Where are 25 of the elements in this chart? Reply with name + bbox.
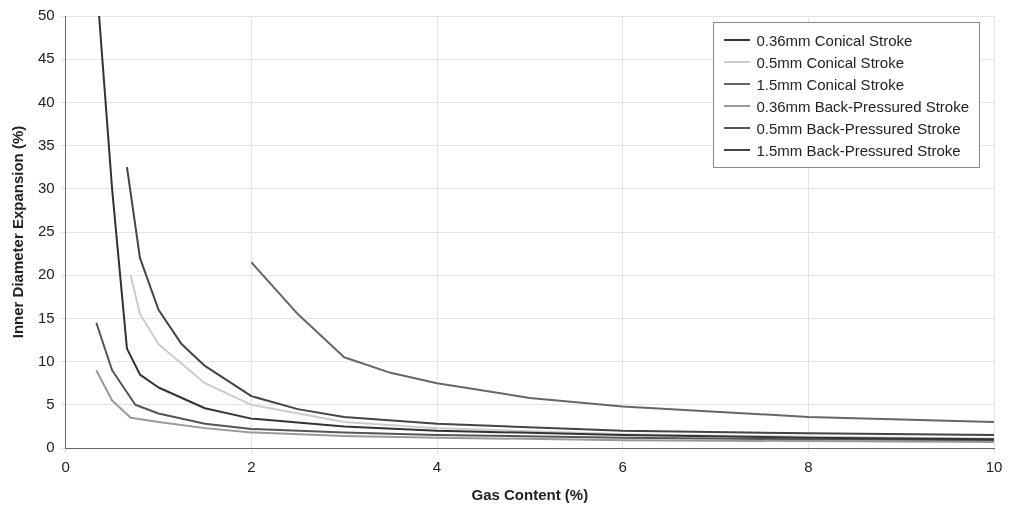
y-tick-label: 20 [38, 265, 55, 283]
legend-label: 0.5mm Conical Stroke [756, 53, 904, 71]
x-tick-label: 8 [804, 458, 813, 476]
x-tick-label: 2 [247, 458, 256, 476]
legend-label: 0.36mm Back-Pressured Stroke [756, 97, 969, 115]
legend-label: 0.5mm Back-Pressured Stroke [756, 119, 961, 137]
x-tick-label: 6 [618, 458, 627, 476]
y-tick-label: 35 [38, 135, 55, 153]
y-tick-label: 30 [38, 178, 55, 196]
x-tick-label: 4 [432, 458, 442, 476]
y-tick-label: 15 [38, 308, 55, 326]
legend-label: 1.5mm Back-Pressured Stroke [756, 141, 961, 159]
y-tick-label: 50 [38, 6, 55, 24]
y-axis-title: Inner Diameter Expansion (%) [9, 125, 27, 339]
x-axis-title: Gas Content (%) [471, 486, 589, 504]
y-tick-label: 25 [38, 222, 55, 240]
y-tick-label: 40 [38, 92, 55, 110]
y-tick-label: 10 [38, 351, 55, 369]
x-tick-label: 0 [61, 458, 70, 476]
legend-label: 0.36mm Conical Stroke [756, 31, 913, 49]
legend-label: 1.5mm Conical Stroke [756, 75, 904, 93]
y-tick-label: 5 [46, 394, 55, 412]
x-tick-label: 10 [985, 458, 1003, 476]
y-tick-label: 0 [46, 438, 55, 456]
y-tick-label: 45 [38, 49, 55, 67]
